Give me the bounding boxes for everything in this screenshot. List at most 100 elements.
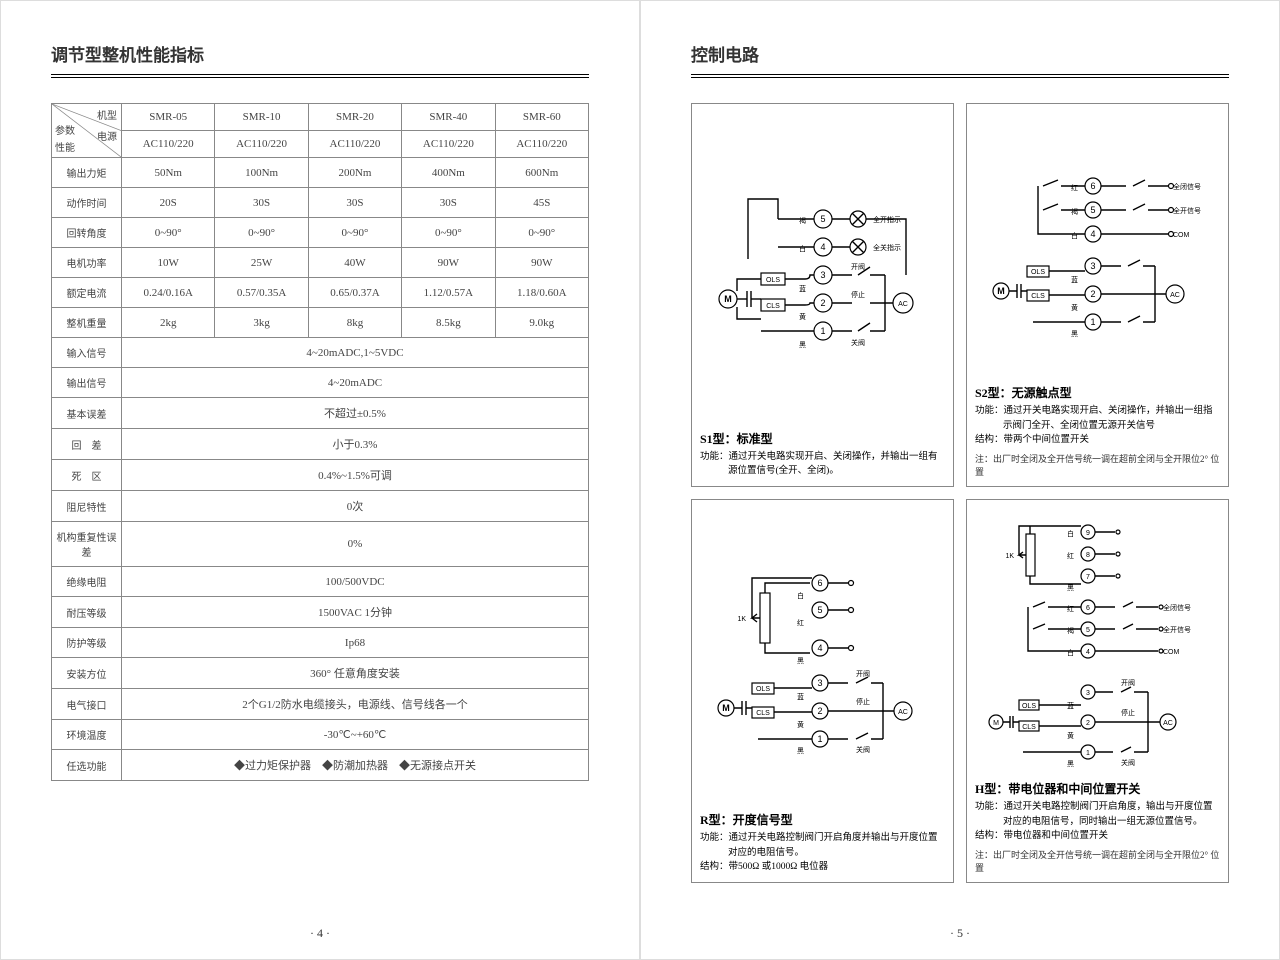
svg-text:5: 5: [817, 605, 822, 615]
circuit-s1: M OLS CLS 5 4 3 2 1 褐: [691, 103, 954, 487]
span-val: 4~20mADC: [122, 368, 589, 398]
svg-text:关阀: 关阀: [1121, 758, 1135, 767]
svg-text:白: 白: [1071, 231, 1078, 240]
s1-func: 功能：通过开关电路实现开启、关闭操作，并输出一组有源位置信号(全开、全闭)。: [700, 450, 945, 479]
svg-text:AC: AC: [1163, 720, 1173, 727]
hdr-param: 参数: [55, 122, 75, 137]
s2-type: S2型：无源触点型: [975, 384, 1220, 401]
r-struct: 结构：带500Ω 或1000Ω 电位器: [700, 860, 945, 874]
svg-text:8: 8: [1086, 552, 1090, 559]
param-val: 0~90°: [495, 218, 588, 248]
param-val: 3kg: [215, 308, 308, 338]
r-diagram: M OLS CLS 1K 6 5 4 3 2 1 白: [700, 510, 945, 805]
s2-struct: 结构：带两个中间位置开关: [975, 433, 1220, 447]
page-number-right: · 5 ·: [641, 926, 1279, 941]
param-val: 1.18/0.60A: [495, 278, 588, 308]
left-page-title: 调节型整机性能指标: [51, 41, 589, 75]
header-diag-cell: 机型 参数 电源 性能: [52, 104, 122, 158]
svg-text:AC: AC: [1170, 292, 1180, 299]
param-val: 0~90°: [215, 218, 308, 248]
power-cell: AC110/220: [495, 131, 588, 158]
svg-text:红: 红: [797, 618, 804, 627]
svg-text:AC: AC: [898, 709, 908, 716]
right-page-title: 控制电路: [691, 41, 1229, 75]
span-label: 安装方位: [52, 658, 122, 689]
param-label: 动作时间: [52, 188, 122, 218]
span-val: 4~20mADC,1~5VDC: [122, 338, 589, 368]
h-note: 注：出厂时全闭及全开信号统一调在超前全闭与全开限位2° 位置: [975, 848, 1220, 874]
h-struct: 结构：带电位器和中间位置开关: [975, 829, 1220, 843]
svg-text:褐: 褐: [1071, 207, 1078, 216]
svg-text:CLS: CLS: [1022, 724, 1036, 731]
svg-text:黄: 黄: [1071, 303, 1078, 312]
svg-text:关阀: 关阀: [851, 338, 865, 347]
svg-text:褐: 褐: [799, 216, 806, 225]
page-right: 控制电路 M OLS CLS 5 4 3: [640, 0, 1280, 960]
svg-text:停止: 停止: [856, 697, 870, 706]
param-val: 2kg: [122, 308, 215, 338]
span-val: 小于0.3%: [122, 429, 589, 460]
svg-text:红: 红: [1071, 183, 1078, 192]
param-val: 0~90°: [308, 218, 401, 248]
svg-text:黑: 黑: [797, 657, 804, 665]
svg-text:CLS: CLS: [766, 303, 780, 310]
svg-text:停止: 停止: [1121, 708, 1135, 717]
span-val: 0%: [122, 522, 589, 567]
model-col: SMR-20: [308, 104, 401, 131]
svg-text:3: 3: [1090, 261, 1095, 271]
svg-text:AC: AC: [898, 301, 908, 308]
circuit-grid: M OLS CLS 5 4 3 2 1 褐: [691, 103, 1229, 883]
svg-text:CLS: CLS: [1031, 293, 1045, 300]
svg-text:4: 4: [1086, 649, 1090, 656]
span-label: 绝缘电阻: [52, 567, 122, 597]
model-col: SMR-60: [495, 104, 588, 131]
svg-text:开阀: 开阀: [851, 262, 865, 271]
s1-type: S1型：标准型: [700, 430, 945, 447]
svg-text:2: 2: [1086, 720, 1090, 727]
span-val: 0.4%~1.5%可调: [122, 460, 589, 491]
svg-text:黑: 黑: [1067, 584, 1074, 592]
svg-text:停止: 停止: [851, 290, 865, 299]
param-label: 额定电流: [52, 278, 122, 308]
svg-text:蓝: 蓝: [797, 692, 804, 701]
svg-text:1: 1: [817, 734, 822, 744]
s1-caption: S1型：标准型 功能：通过开关电路实现开启、关闭操作，并输出一组有源位置信号(全…: [700, 430, 945, 479]
power-cell: AC110/220: [402, 131, 495, 158]
param-val: 0.24/0.16A: [122, 278, 215, 308]
svg-text:7: 7: [1086, 574, 1090, 581]
svg-text:黑: 黑: [1067, 760, 1074, 768]
svg-text:4: 4: [1090, 229, 1095, 239]
param-val: 600Nm: [495, 158, 588, 188]
svg-text:红: 红: [1067, 551, 1074, 560]
svg-text:M: M: [993, 720, 999, 727]
span-label: 任选功能: [52, 750, 122, 781]
svg-text:白: 白: [1067, 529, 1074, 538]
r-caption: R型：开度信号型 功能：通过开关电路控制阀门开启角度并输出与开度位置对应的电阻信…: [700, 811, 945, 874]
page-left: 调节型整机性能指标 机型 参数 电源 性能 SMR-05 SMR-10 SMR-…: [0, 0, 640, 960]
span-label: 防护等级: [52, 628, 122, 658]
svg-text:白: 白: [1067, 648, 1074, 657]
power-cell: AC110/220: [308, 131, 401, 158]
svg-text:蓝: 蓝: [1071, 275, 1078, 284]
h-caption: H型：带电位器和中间位置开关 功能：通过开关电路控制阀门开启角度，输出与开度位置…: [975, 780, 1220, 874]
param-val: 20S: [122, 188, 215, 218]
param-label: 整机重量: [52, 308, 122, 338]
param-label: 输出力矩: [52, 158, 122, 188]
hdr-perf: 性能: [55, 139, 75, 154]
circuit-s2: M OLS CLS 6 5 4 3 2 1 红 褐 白: [966, 103, 1229, 487]
svg-text:CLS: CLS: [756, 710, 770, 717]
span-val: 360° 任意角度安装: [122, 658, 589, 689]
svg-text:白: 白: [799, 244, 806, 253]
svg-text:2: 2: [820, 298, 825, 308]
param-val: 200Nm: [308, 158, 401, 188]
spec-table: 机型 参数 电源 性能 SMR-05 SMR-10 SMR-20 SMR-40 …: [51, 103, 589, 781]
svg-text:6: 6: [1086, 605, 1090, 612]
h-type: H型：带电位器和中间位置开关: [975, 780, 1220, 797]
model-col: SMR-10: [215, 104, 308, 131]
param-val: 50Nm: [122, 158, 215, 188]
svg-text:开阀: 开阀: [1121, 678, 1135, 687]
svg-text:M: M: [722, 703, 730, 713]
svg-text:黄: 黄: [1067, 731, 1074, 740]
svg-text:1K: 1K: [1005, 553, 1014, 560]
svg-text:M: M: [724, 294, 732, 304]
